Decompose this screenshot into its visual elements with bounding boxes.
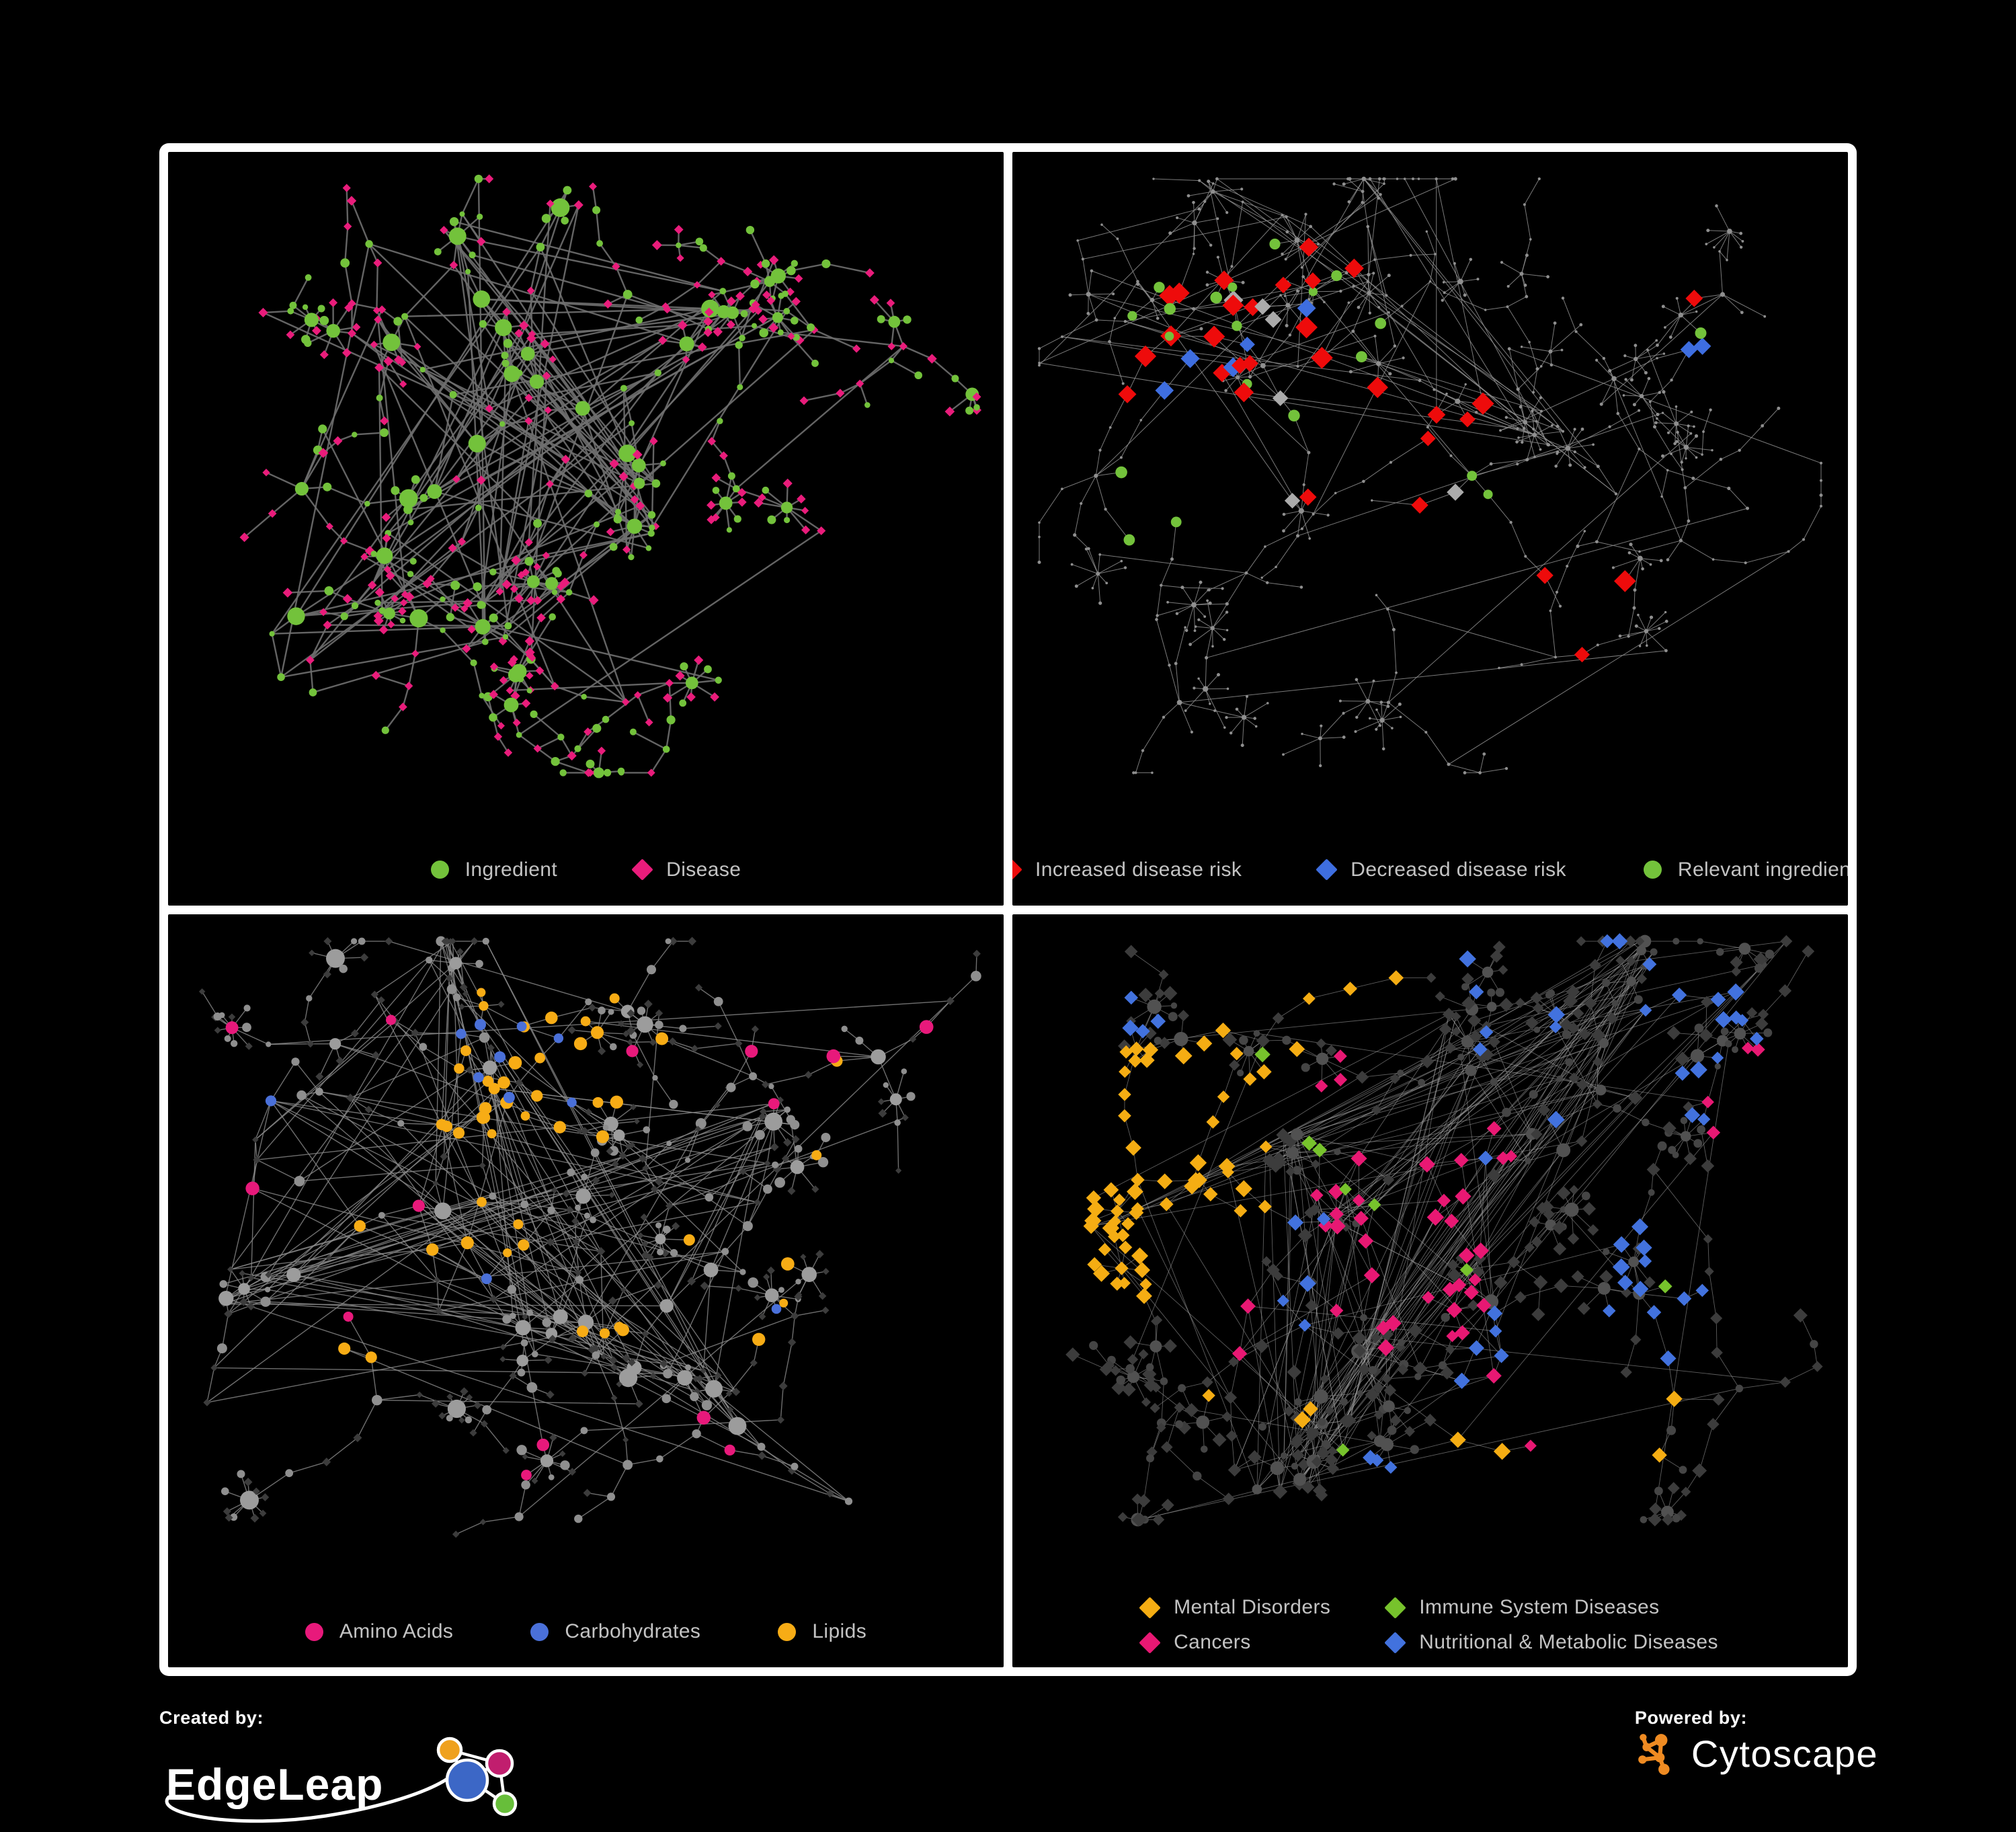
legend-label: Ingredient [465,859,557,881]
diamond-marker-icon [1384,1632,1406,1654]
legend-disease-categories: Mental Disorders Immune System Diseases Ca… [1142,1596,1718,1654]
edgeleap-logo: EdgeLeap [159,1731,536,1832]
diamond-marker-icon [1012,859,1022,881]
network-figure-grid: Ingredient Disease Increased disease risk… [159,143,1857,1676]
network-graph-disease-categories [1012,914,1848,1668]
diamond-marker-icon [1316,859,1338,881]
panel-disease-risk: Increased disease risk Decreased disease … [1012,152,1848,906]
legend-item: Decreased disease risk [1319,859,1566,881]
legend-ingredient-classes: Amino Acids Carbohydrates Lipids [168,1620,1004,1643]
network-graph-disease-risk [1012,152,1848,906]
diamond-marker-icon [631,859,653,881]
legend-item: Relevant ingredient [1644,859,1848,881]
legend-item: Lipids [778,1620,866,1643]
panel-disease-categories: Mental Disorders Immune System Diseases Ca… [1012,914,1848,1668]
circle-marker-icon [305,1623,323,1641]
legend-ingredient-disease: Ingredient Disease [168,859,1004,881]
created-by-label: Created by: [159,1708,536,1728]
legend-label: Increased disease risk [1035,859,1242,881]
diamond-marker-icon [1384,1597,1406,1619]
panel-ingredient-classes: Amino Acids Carbohydrates Lipids [168,914,1004,1668]
circle-marker-icon [431,861,449,879]
legend-label: Amino Acids [339,1620,453,1643]
legend-label: Mental Disorders [1174,1596,1330,1619]
cytoscape-icon [1635,1731,1679,1776]
legend-label: Immune System Diseases [1419,1596,1659,1619]
legend-item: Amino Acids [305,1620,453,1643]
legend-label: Decreased disease risk [1350,859,1566,881]
legend-label: Lipids [812,1620,866,1643]
diamond-marker-icon [1139,1632,1161,1654]
legend-item: Cancers [1142,1631,1251,1654]
legend-item: Carbohydrates [530,1620,700,1643]
powered-by-label: Powered by: [1635,1708,1878,1728]
powered-by-block: Powered by: Cytoscape [1635,1708,1878,1776]
legend-label: Relevant ingredient [1678,859,1848,881]
legend-label: Carbohydrates [565,1620,700,1643]
network-graph-ingredient-classes [168,914,1004,1668]
edgeleap-wordmark: EdgeLeap [166,1759,383,1809]
legend-item: Disease [635,859,741,881]
created-by-block: Created by: EdgeLeap [159,1708,536,1832]
legend-label: Nutritional & Metabolic Diseases [1419,1631,1718,1654]
cytoscape-wordmark: Cytoscape [1691,1732,1878,1776]
circle-marker-icon [1644,861,1662,879]
panel-ingredient-disease: Ingredient Disease [168,152,1004,906]
diamond-marker-icon [1139,1597,1161,1619]
network-graph-ingredient-disease [168,152,1004,906]
legend-item: Increased disease risk [1012,859,1242,881]
legend-label: Cancers [1174,1631,1251,1654]
legend-item: Nutritional & Metabolic Diseases [1387,1631,1718,1654]
legend-item: Ingredient [431,859,557,881]
legend-disease-risk: Increased disease risk Decreased disease … [1012,859,1848,881]
legend-item: Mental Disorders [1142,1596,1330,1619]
circle-marker-icon [778,1623,796,1641]
legend-item: Immune System Diseases [1387,1596,1659,1619]
edgeleap-network-icon [438,1739,516,1815]
legend-label: Disease [666,859,741,881]
circle-marker-icon [530,1623,549,1641]
